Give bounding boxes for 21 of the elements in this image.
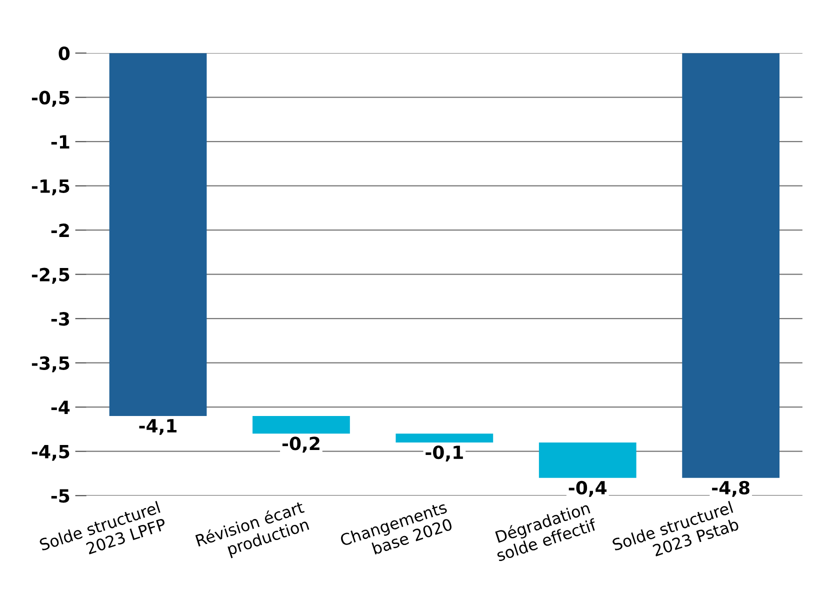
y-tick-label: -1 [51, 135, 70, 148]
y-tick-label: -3,5 [32, 356, 70, 372]
bar [252, 416, 350, 434]
y-tick-label: -0,5 [32, 90, 70, 107]
bar [538, 442, 636, 478]
y-tick-label: -4 [51, 400, 70, 414]
y-tick-label: -3 [51, 312, 70, 326]
y-tick-label: -2,5 [32, 268, 70, 284]
data-label: -0,4 [568, 480, 607, 497]
data-label: -0,1 [426, 445, 463, 462]
y-tick-label: -4,5 [32, 445, 70, 461]
y-tick-label: -5 [51, 489, 70, 503]
data-label: -4,8 [712, 480, 750, 497]
y-tick-label: 0 [58, 46, 70, 60]
bar [396, 434, 494, 442]
y-tick-label: -1,5 [32, 180, 70, 196]
bar [109, 53, 207, 416]
bar [682, 53, 780, 478]
data-label: -4,1 [139, 419, 177, 435]
y-tick-label: -2 [51, 224, 69, 237]
data-label: -0,2 [282, 436, 320, 453]
